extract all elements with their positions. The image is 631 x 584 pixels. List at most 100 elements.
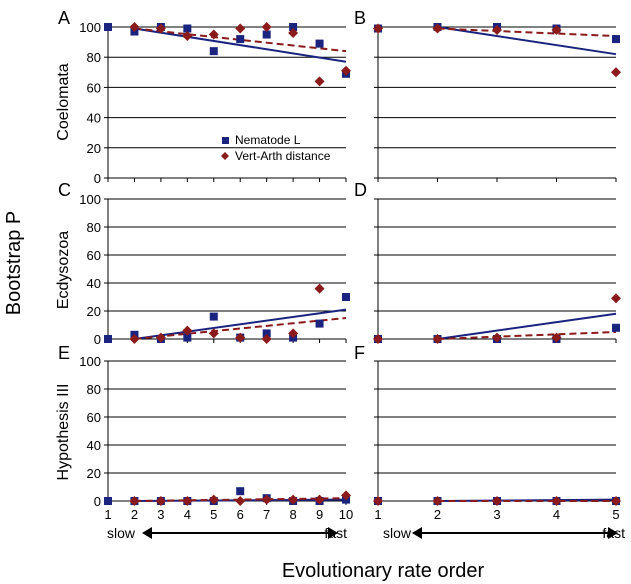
point-nematode xyxy=(315,39,324,48)
rate-arrowhead-right xyxy=(328,527,338,539)
point-vertarth xyxy=(341,65,351,76)
point-vertarth xyxy=(182,31,193,42)
point-vertarth xyxy=(373,496,383,506)
point-vertarth xyxy=(373,23,383,34)
trendline-dashed xyxy=(134,317,347,340)
point-vertarth xyxy=(314,494,325,505)
point-vertarth xyxy=(341,490,351,501)
point-vertarth xyxy=(261,22,272,32)
x-tick-label: 8 xyxy=(289,507,296,522)
x-tick-label: 4 xyxy=(184,507,191,522)
y-tick-label: 100 xyxy=(79,20,101,35)
point-nematode xyxy=(209,312,218,321)
point-nematode xyxy=(315,319,324,328)
legend-label-nematode: Nematode L xyxy=(235,133,301,147)
point-vertarth xyxy=(261,494,272,505)
panel-letter-E: E xyxy=(58,343,70,363)
x-tick-label: 5 xyxy=(612,507,619,522)
point-vertarth xyxy=(129,334,140,344)
legend: Nematode L Vert-Arth distance xyxy=(221,133,331,163)
point-vertarth xyxy=(155,496,166,506)
panel-B: B xyxy=(354,8,621,182)
row-label: Hypothesis III xyxy=(55,384,72,481)
y-tick-label: 40 xyxy=(87,276,101,291)
point-vertarth xyxy=(235,496,246,506)
point-vertarth xyxy=(551,496,562,506)
x-tick-label: 3 xyxy=(493,507,500,522)
y-tick-label: 60 xyxy=(87,80,101,95)
point-vertarth xyxy=(492,332,502,343)
row-label: Ecdysozoa xyxy=(55,231,72,309)
x-tick-label: 5 xyxy=(210,507,217,522)
point-vertarth xyxy=(432,496,443,506)
panel-C: C Ecdysozoa 0 20 40 60 80 100 xyxy=(55,180,350,347)
x-tick-label: 6 xyxy=(237,507,244,522)
point-vertarth xyxy=(551,25,562,36)
point-vertarth xyxy=(432,23,443,34)
y-tick-label: 60 xyxy=(87,248,101,263)
point-nematode xyxy=(104,335,112,343)
point-vertarth xyxy=(492,496,502,506)
point-vertarth xyxy=(611,293,621,304)
slow-label-right: slow xyxy=(383,525,412,541)
y-tick-label: 40 xyxy=(87,111,101,126)
y-tick-label: 80 xyxy=(87,382,101,397)
point-nematode xyxy=(236,487,245,496)
y-tick-label: 100 xyxy=(79,354,101,369)
point-nematode xyxy=(262,30,271,39)
panel-E: E Hypothesis III 0 20 40 60 80 100 1 2 3 4 5 6 7 8 9 10 xyxy=(55,343,353,522)
panel-F: F 1 2 3 4 5 xyxy=(354,343,621,522)
trendline-dashed xyxy=(134,27,347,53)
x-tick-label: 4 xyxy=(553,507,560,522)
slow-label-left: slow xyxy=(107,525,136,541)
panel-letter-B: B xyxy=(354,8,366,28)
x-tick-label: 2 xyxy=(131,507,138,522)
point-vertarth xyxy=(288,28,299,39)
x-tick-label: 9 xyxy=(316,507,323,522)
point-vertarth xyxy=(288,328,299,339)
point-vertarth xyxy=(208,29,219,40)
panel-letter-F: F xyxy=(354,343,365,363)
point-vertarth xyxy=(314,76,325,87)
point-vertarth xyxy=(208,494,219,505)
y-tick-label: 0 xyxy=(94,494,101,509)
panel-A: A Coelomata 0 20 40 60 80 100 Nematode L Vert-Art… xyxy=(55,8,351,186)
trendline-solid xyxy=(437,26,617,56)
point-vertarth xyxy=(208,328,219,339)
x-tick-label: 1 xyxy=(374,507,381,522)
y-tick-label: 20 xyxy=(87,466,101,481)
row-label: Coelomata xyxy=(55,63,72,140)
y-tick-label: 80 xyxy=(87,50,101,65)
y-tick-label: 60 xyxy=(87,410,101,425)
point-vertarth xyxy=(432,334,443,344)
figure-ylabel: Bootstrap P xyxy=(3,211,25,316)
trendline-dashed xyxy=(437,331,617,340)
y-tick-label: 0 xyxy=(94,332,101,347)
figure-xlabel: Evolutionary rate order xyxy=(282,560,485,582)
x-tick-label: 3 xyxy=(157,507,164,522)
legend-marker-vertarth xyxy=(221,152,229,160)
rate-arrowhead-right xyxy=(608,527,618,539)
rate-arrowhead-left xyxy=(142,527,152,539)
legend-label-vertarth: Vert-Arth distance xyxy=(235,149,331,163)
point-nematode xyxy=(612,323,620,332)
y-tick-label: 20 xyxy=(87,304,101,319)
y-tick-label: 40 xyxy=(87,438,101,453)
x-tick-label: 1 xyxy=(104,507,111,522)
point-vertarth xyxy=(182,496,193,506)
panel-D: D xyxy=(354,180,621,344)
point-vertarth xyxy=(314,283,325,294)
point-nematode xyxy=(183,333,192,342)
point-nematode xyxy=(342,293,350,301)
point-nematode xyxy=(104,497,112,505)
point-nematode xyxy=(104,23,112,31)
legend-marker-nematode xyxy=(222,137,229,144)
point-vertarth xyxy=(492,25,502,36)
panel-letter-D: D xyxy=(354,180,367,200)
point-vertarth xyxy=(288,494,299,505)
point-nematode xyxy=(209,47,218,56)
point-vertarth xyxy=(129,22,140,32)
trendline-solid xyxy=(437,312,617,340)
point-vertarth xyxy=(373,334,383,344)
